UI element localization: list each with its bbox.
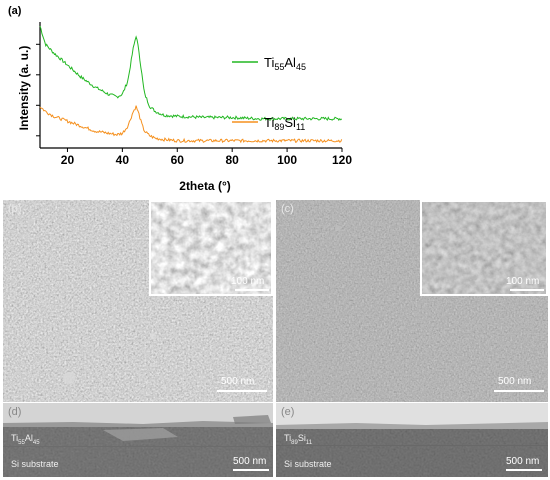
- panel-label-b: (b): [8, 203, 22, 215]
- legend-label-0: Ti55Al45: [264, 55, 306, 72]
- x-tick-label-120: 120: [332, 153, 352, 167]
- film-label-e: Ti89Si11: [284, 433, 313, 446]
- scale-bar-e: [506, 469, 542, 471]
- x-tick-label-100: 100: [277, 153, 297, 167]
- xrd-chart: (a) Intensity (a. u.) 2theta (°) 20 40 60 8…: [8, 5, 352, 193]
- inset-c: 100 nm: [420, 200, 548, 296]
- sem-panel-b: (b) 100 nm 500 nm: [3, 200, 273, 402]
- inset-texture-b: [151, 202, 271, 294]
- legend-label-1: Ti89Si11: [264, 115, 305, 132]
- sem-texture-c: [276, 200, 548, 402]
- sem-panel-e: (e) Ti89Si11 Si substrate 500 nm: [276, 403, 548, 477]
- sem-panel-c: (c) 100 nm 500 nm: [276, 200, 548, 402]
- y-axis-label: Intensity (a. u.): [17, 46, 31, 131]
- panel-label-d: (d): [8, 406, 22, 418]
- series-line-1: [39, 105, 343, 144]
- x-tick-label-60: 60: [171, 153, 185, 167]
- x-tick-label-20: 20: [61, 153, 75, 167]
- sem-panel-d: (d) Ti55Al45 Si substrate 500 nm: [3, 403, 273, 477]
- inset-b: 100 nm: [149, 200, 273, 296]
- inset-scale-bar-c: [510, 289, 544, 291]
- scale-label-b: 500 nm: [221, 376, 255, 387]
- substrate-label-e: Si substrate: [284, 459, 332, 469]
- cross-section-e: [276, 403, 548, 477]
- cross-section-d: [3, 403, 273, 477]
- inset-texture-c: [422, 202, 546, 294]
- scale-label-e: 500 nm: [506, 456, 540, 467]
- scale-bar-d: [233, 469, 269, 471]
- x-axis-label: 2theta (°): [179, 179, 230, 193]
- inset-scale-label-b: 100 nm: [231, 276, 265, 287]
- scale-label-c: 500 nm: [498, 376, 532, 387]
- scale-bar-b: [217, 390, 267, 392]
- scale-label-d: 500 nm: [233, 456, 267, 467]
- x-tick-label-80: 80: [226, 153, 240, 167]
- panel-label-c: (c): [281, 203, 294, 215]
- scale-bar-c: [494, 390, 544, 392]
- series-line-0: [39, 25, 343, 122]
- substrate-label-d: Si substrate: [11, 459, 59, 469]
- x-tick-label-40: 40: [116, 153, 130, 167]
- panel-label-e: (e): [281, 406, 295, 418]
- inset-scale-bar-b: [235, 289, 269, 291]
- panel-label-a: (a): [8, 5, 22, 17]
- inset-scale-label-c: 100 nm: [506, 276, 540, 287]
- film-label-d: Ti55Al45: [11, 433, 40, 446]
